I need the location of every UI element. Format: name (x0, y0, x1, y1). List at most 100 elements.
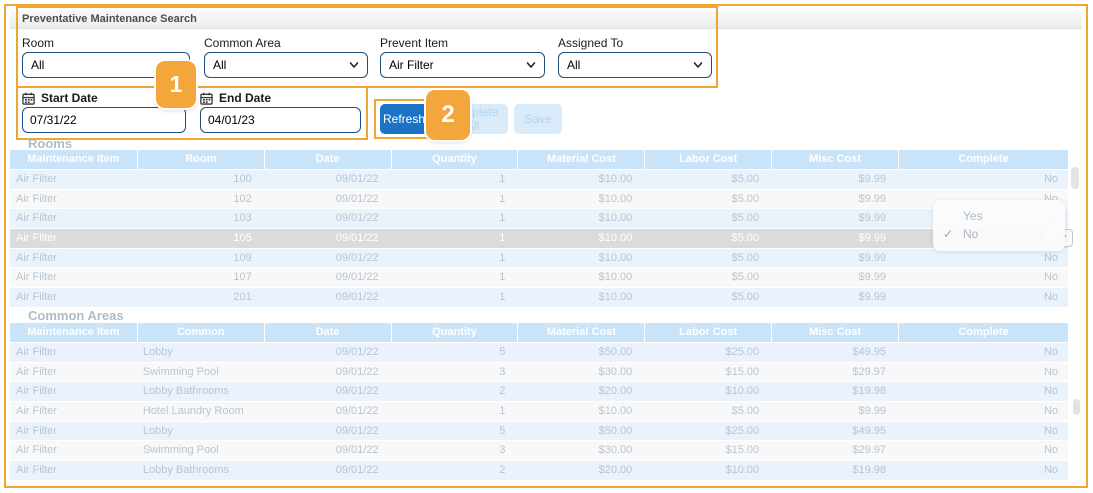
cell: $10.00 (598, 232, 633, 245)
assigned-to-filter-label: Assigned To (558, 36, 624, 50)
table-row[interactable]: Air Filter Swimming Pool 09/01/22 3 $30.00 $1… (10, 362, 1068, 383)
cell: $5.00 (731, 291, 760, 304)
column-header: Misc Cost (771, 150, 898, 169)
cell: $10.00 (598, 251, 633, 264)
save-button[interactable]: Save (514, 104, 562, 134)
table-row[interactable]: Air Filter Hotel Laundry Room 09/01/22 1 $10… (10, 402, 1068, 422)
cell: 1 (499, 212, 506, 225)
dropdown-option[interactable]: Yes (963, 209, 983, 223)
chevron-down-icon (526, 60, 536, 70)
cell: $20.00 (598, 385, 633, 398)
cell: $5.00 (731, 405, 760, 418)
cell: $9.99 (858, 232, 886, 245)
table-row[interactable]: Air Filter Lobby 09/01/22 5 $50.00 $25.00 $49.… (10, 421, 1068, 442)
table-row[interactable]: Air Filter 107 09/01/22 1 $10.00 $5.00 $9.99 No (10, 268, 1068, 289)
table-row[interactable]: Air Filter Lobby Bathrooms 09/01/22 2 $20.00… (10, 461, 1068, 481)
cell: No (1043, 424, 1058, 437)
cell: No (1043, 251, 1058, 264)
cell: Air Filter (16, 385, 57, 398)
cell: 107 (233, 271, 252, 284)
cell: $5.00 (731, 212, 760, 225)
cell: $10.00 (598, 192, 633, 205)
table-row[interactable]: Air Filter 201 09/01/22 1 $10.00 $5.00 $9.99 No (10, 288, 1068, 308)
cell: $50.00 (598, 346, 633, 358)
cell: Swimming Pool (142, 365, 219, 378)
cell: 09/01/22 (335, 271, 379, 284)
cell: 09/01/22 (335, 192, 379, 205)
prevent-item-filter-value: Air Filter (389, 58, 434, 72)
cell: $9.99 (858, 271, 886, 284)
cell: 1 (499, 232, 506, 245)
cell: $5.00 (731, 173, 760, 185)
cell: No (1043, 365, 1058, 378)
cell: $9.99 (858, 405, 886, 418)
column-header: Misc Cost (771, 323, 898, 342)
cell: $10.00 (725, 385, 760, 398)
cell: No (1043, 291, 1058, 304)
cell: Air Filter (16, 291, 57, 304)
column-header: Material Cost (517, 323, 644, 342)
table-row[interactable]: Air Filter Swimming Pool 09/01/22 3 $30.00 $1… (10, 441, 1068, 462)
panel-title: Preventative Maintenance Search (10, 10, 1082, 29)
cell: 1 (499, 251, 506, 264)
column-header: Room (136, 150, 264, 169)
cell: No (1043, 405, 1058, 418)
cell: $20.00 (598, 464, 633, 477)
cell: 103 (233, 212, 252, 225)
common-area-filter-value: All (213, 58, 227, 72)
cell: Air Filter (16, 251, 57, 264)
column-header: Quantity (390, 323, 518, 342)
cell: 09/01/22 (335, 405, 379, 418)
table-header-row: Maintenance Item Room Date Quantity Material… (10, 150, 1068, 170)
assigned-to-filter-value: All (567, 58, 581, 72)
cell: $10.00 (598, 212, 633, 225)
table-row[interactable]: Air Filter 100 09/01/22 1 $10.00 $5.00 $9.99 No (10, 170, 1068, 190)
common-area-filter-select[interactable]: All (204, 52, 368, 78)
table-row[interactable]: Air Filter 102 09/01/22 1 $10.00 $5.00 $9.99 No (10, 189, 1068, 210)
assigned-to-filter-select[interactable]: All (558, 52, 712, 78)
cell: $9.99 (858, 291, 886, 304)
prevent-item-filter-select[interactable]: Air Filter (380, 52, 545, 78)
cell: 1 (499, 271, 506, 284)
cell: No (1043, 173, 1058, 185)
cell: No (1043, 271, 1058, 284)
cell: 09/01/22 (335, 385, 379, 398)
column-header: Common (136, 323, 264, 342)
table-row[interactable]: Air Filter Lobby 09/01/22 5 $50.00 $25.00 $49.… (10, 343, 1068, 363)
cell: Swimming Pool (142, 444, 219, 457)
refresh-button[interactable]: Refresh (380, 104, 428, 134)
cell: 09/01/22 (335, 291, 379, 304)
cell: Air Filter (16, 346, 57, 358)
cell: $10.00 (598, 271, 633, 284)
cell: Lobby (142, 424, 173, 437)
chevron-down-icon (693, 60, 703, 70)
scrollbar-thumb[interactable] (1073, 399, 1080, 415)
cell: $30.00 (598, 444, 633, 457)
cell: Air Filter (16, 405, 57, 418)
cell: 5 (499, 424, 506, 437)
column-header: Complete (898, 150, 1068, 169)
cell: 09/01/22 (335, 232, 379, 245)
cell: 2 (499, 464, 506, 477)
cell: 09/01/22 (335, 173, 379, 185)
cell: $19.98 (852, 464, 886, 477)
end-date-label-row: End Date (200, 91, 271, 105)
cell: $5.00 (731, 251, 760, 264)
cell: Hotel Laundry Room (142, 405, 244, 418)
table-row[interactable]: Air Filter 109 09/01/22 1 $10.00 $5.00 $9.99 No (10, 248, 1068, 269)
cell: $25.00 (725, 346, 760, 358)
table-row[interactable]: Air Filter Lobby Bathrooms 09/01/22 2 $20.00… (10, 382, 1068, 403)
cell: $5.00 (731, 232, 760, 245)
cell: 102 (233, 192, 252, 205)
cell: $49.95 (852, 346, 886, 358)
scrollbar-thumb[interactable] (1071, 167, 1079, 189)
cell: 09/01/22 (335, 464, 379, 477)
start-date-input[interactable]: 07/31/22 (22, 107, 186, 133)
end-date-input[interactable]: 04/01/23 (200, 107, 361, 133)
dropdown-option[interactable]: ✓ No (943, 227, 979, 241)
cell: $10.00 (725, 464, 760, 477)
cell: 1 (499, 173, 506, 185)
